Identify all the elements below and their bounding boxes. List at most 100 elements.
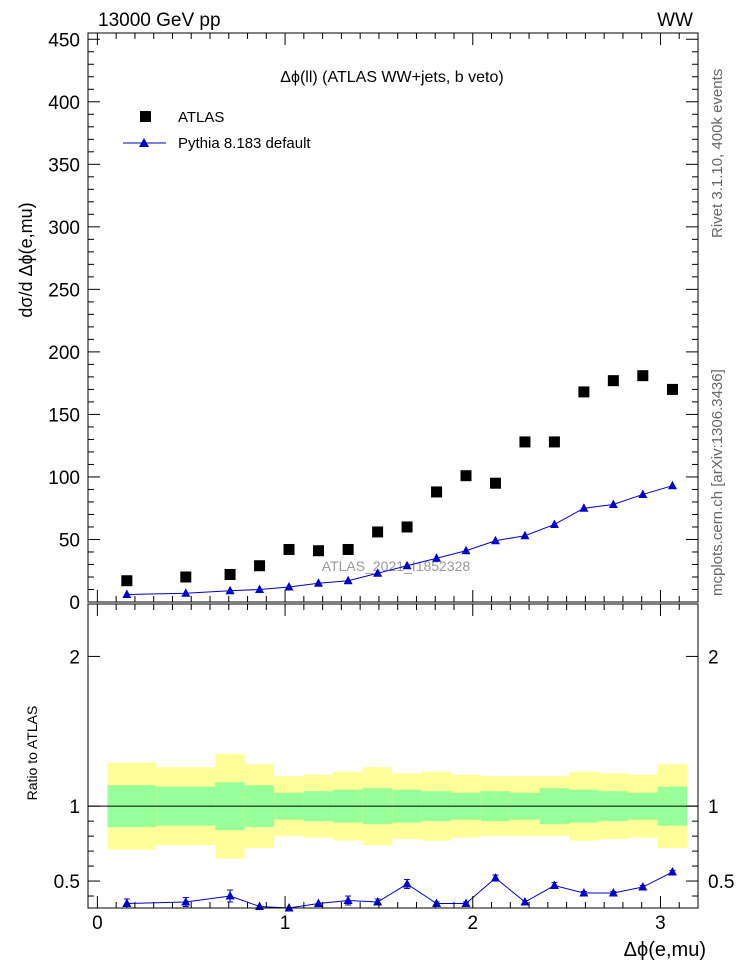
- ratio-plot-panel: 0.5 0.5 1 1 2 2 0 1 2 3 Ratio to ATLAS Δϕ(e,mu): [24, 603, 735, 961]
- header-left: 13000 GeV pp: [98, 10, 221, 31]
- top-ytick-label: 100: [48, 468, 80, 489]
- ratio-data-point: [520, 897, 530, 906]
- legend-atlas-label: ATLAS: [178, 109, 224, 126]
- atlas-data-point: [342, 543, 354, 555]
- ratio-data-point: [461, 898, 471, 908]
- x-tick-label: 2: [467, 913, 478, 934]
- top-ytick-label: 200: [48, 343, 80, 364]
- legend-atlas-marker: [140, 111, 151, 122]
- pythia-data-point: [579, 503, 589, 512]
- pythia-data-point: [122, 589, 132, 598]
- ratio-data-point: [343, 895, 353, 905]
- ratio-axis-ticks: [88, 604, 698, 908]
- pythia-data-point: [181, 588, 191, 597]
- pythia-data-point: [667, 480, 677, 490]
- y-axis-label: dσ/d Δϕ(e,mu): [16, 202, 36, 317]
- atlas-data-point: [401, 521, 413, 533]
- pythia-series-line: [126, 485, 673, 595]
- atlas-data-point: [121, 575, 133, 587]
- top-ytick-label: 350: [48, 155, 80, 176]
- ratio-data-point: [284, 903, 294, 912]
- top-ytick-label: 400: [48, 93, 80, 114]
- ratio-data-point: [181, 897, 191, 906]
- pythia-data-point: [520, 530, 530, 540]
- atlas-data-point: [519, 436, 531, 448]
- ratio-ytick-label: 0.5: [54, 872, 80, 893]
- top-ytick-label: 0: [69, 593, 80, 614]
- x-tick-label: 3: [655, 913, 666, 934]
- pythia-data-point: [461, 545, 471, 555]
- top-ytick-label: 50: [59, 530, 80, 551]
- ratio-data-point: [402, 879, 412, 888]
- legend-pythia-marker: [139, 138, 149, 147]
- ratio-data-point: [608, 888, 618, 897]
- pythia-data-point: [284, 581, 294, 591]
- pythia-data-point: [225, 585, 235, 595]
- atlas-markers: [121, 370, 678, 587]
- atlas-data-point: [224, 568, 236, 580]
- ratio-series-line: [126, 871, 673, 909]
- top-ytick-label: 250: [48, 280, 80, 301]
- pythia-data-point: [608, 499, 618, 508]
- atlas-data-point: [180, 571, 192, 583]
- ratio-data-point: [549, 880, 559, 890]
- top-ytick-label: 150: [48, 405, 80, 426]
- atlas-data-point: [312, 545, 324, 557]
- main-plot-panel: 0 50 100 150 200 250 300 350 400 450 ATLAS_2021_I…: [16, 30, 699, 614]
- legend-pythia-label: Pythia 8.183 default: [178, 135, 311, 152]
- atlas-data-point: [666, 383, 678, 395]
- ratio-data-point: [579, 888, 589, 897]
- ratio-data-point: [313, 898, 323, 908]
- ratio-data-point: [490, 873, 500, 882]
- atlas-data-point: [283, 543, 295, 555]
- ratio-ytick-label-right: 1: [708, 797, 719, 818]
- top-axis-ticks: [88, 33, 698, 603]
- ratio-ytick-label: 1: [69, 797, 80, 818]
- pythia-data-point: [313, 578, 323, 587]
- ratio-ytick-label-right: 2: [708, 647, 719, 668]
- ratio-y-tick-labels: 0.5 0.5 1 1 2 2: [54, 647, 735, 893]
- x-tick-label: 0: [92, 913, 103, 934]
- x-tick-labels: 0 1 2 3: [92, 913, 666, 934]
- atlas-data-point: [372, 526, 384, 538]
- watermark-label: ATLAS_2021_I1852328: [322, 558, 471, 574]
- pythia-data-point: [490, 535, 500, 545]
- pythia-data-point: [373, 568, 383, 577]
- atlas-data-point: [489, 477, 501, 489]
- atlas-data-point: [431, 486, 443, 498]
- x-axis-label: Δϕ(e,mu): [624, 939, 706, 961]
- ratio-data-point: [225, 891, 235, 900]
- ratio-ytick-label-right: 0.5: [708, 872, 734, 893]
- header-right: WW: [657, 10, 693, 31]
- ratio-data-point: [122, 898, 132, 908]
- ratio-error-bars: [123, 870, 676, 909]
- atlas-data-point: [254, 560, 266, 572]
- top-y-tick-labels: 0 50 100 150 200 250 300 350 400 450: [48, 30, 80, 614]
- pythia-data-point: [343, 575, 353, 585]
- x-tick-label: 1: [280, 913, 291, 934]
- atlas-data-point: [607, 375, 619, 387]
- atlas-data-point: [637, 370, 649, 382]
- atlas-data-point: [460, 470, 472, 482]
- ratio-ytick-label: 2: [69, 647, 80, 668]
- ratio-data-point: [432, 898, 442, 908]
- pythia-data-point: [432, 553, 442, 562]
- pythia-data-point: [402, 560, 412, 570]
- atlas-data-point: [548, 436, 560, 448]
- pythia-markers: [122, 480, 677, 598]
- ratio-data-point: [638, 882, 648, 891]
- main-plot-frame: [87, 32, 699, 603]
- plot-title: Δϕ(ll) (ATLAS WW+jets, b veto): [280, 69, 503, 86]
- ratio-data-point: [373, 897, 383, 906]
- ratio-plot-frame: [87, 603, 699, 909]
- pythia-data-point: [638, 489, 648, 498]
- pythia-data-point: [255, 584, 265, 593]
- top-ytick-label: 300: [48, 218, 80, 239]
- atlas-data-point: [578, 386, 590, 398]
- top-ytick-label: 450: [48, 30, 80, 51]
- rivet-label: Rivet 3.1.10, 400k events: [709, 69, 726, 238]
- ratio-y-axis-label: Ratio to ATLAS: [24, 706, 40, 801]
- mcplots-label: mcplots.cern.ch [arXiv:1306.3436]: [709, 369, 726, 596]
- ratio-data-point: [667, 867, 677, 876]
